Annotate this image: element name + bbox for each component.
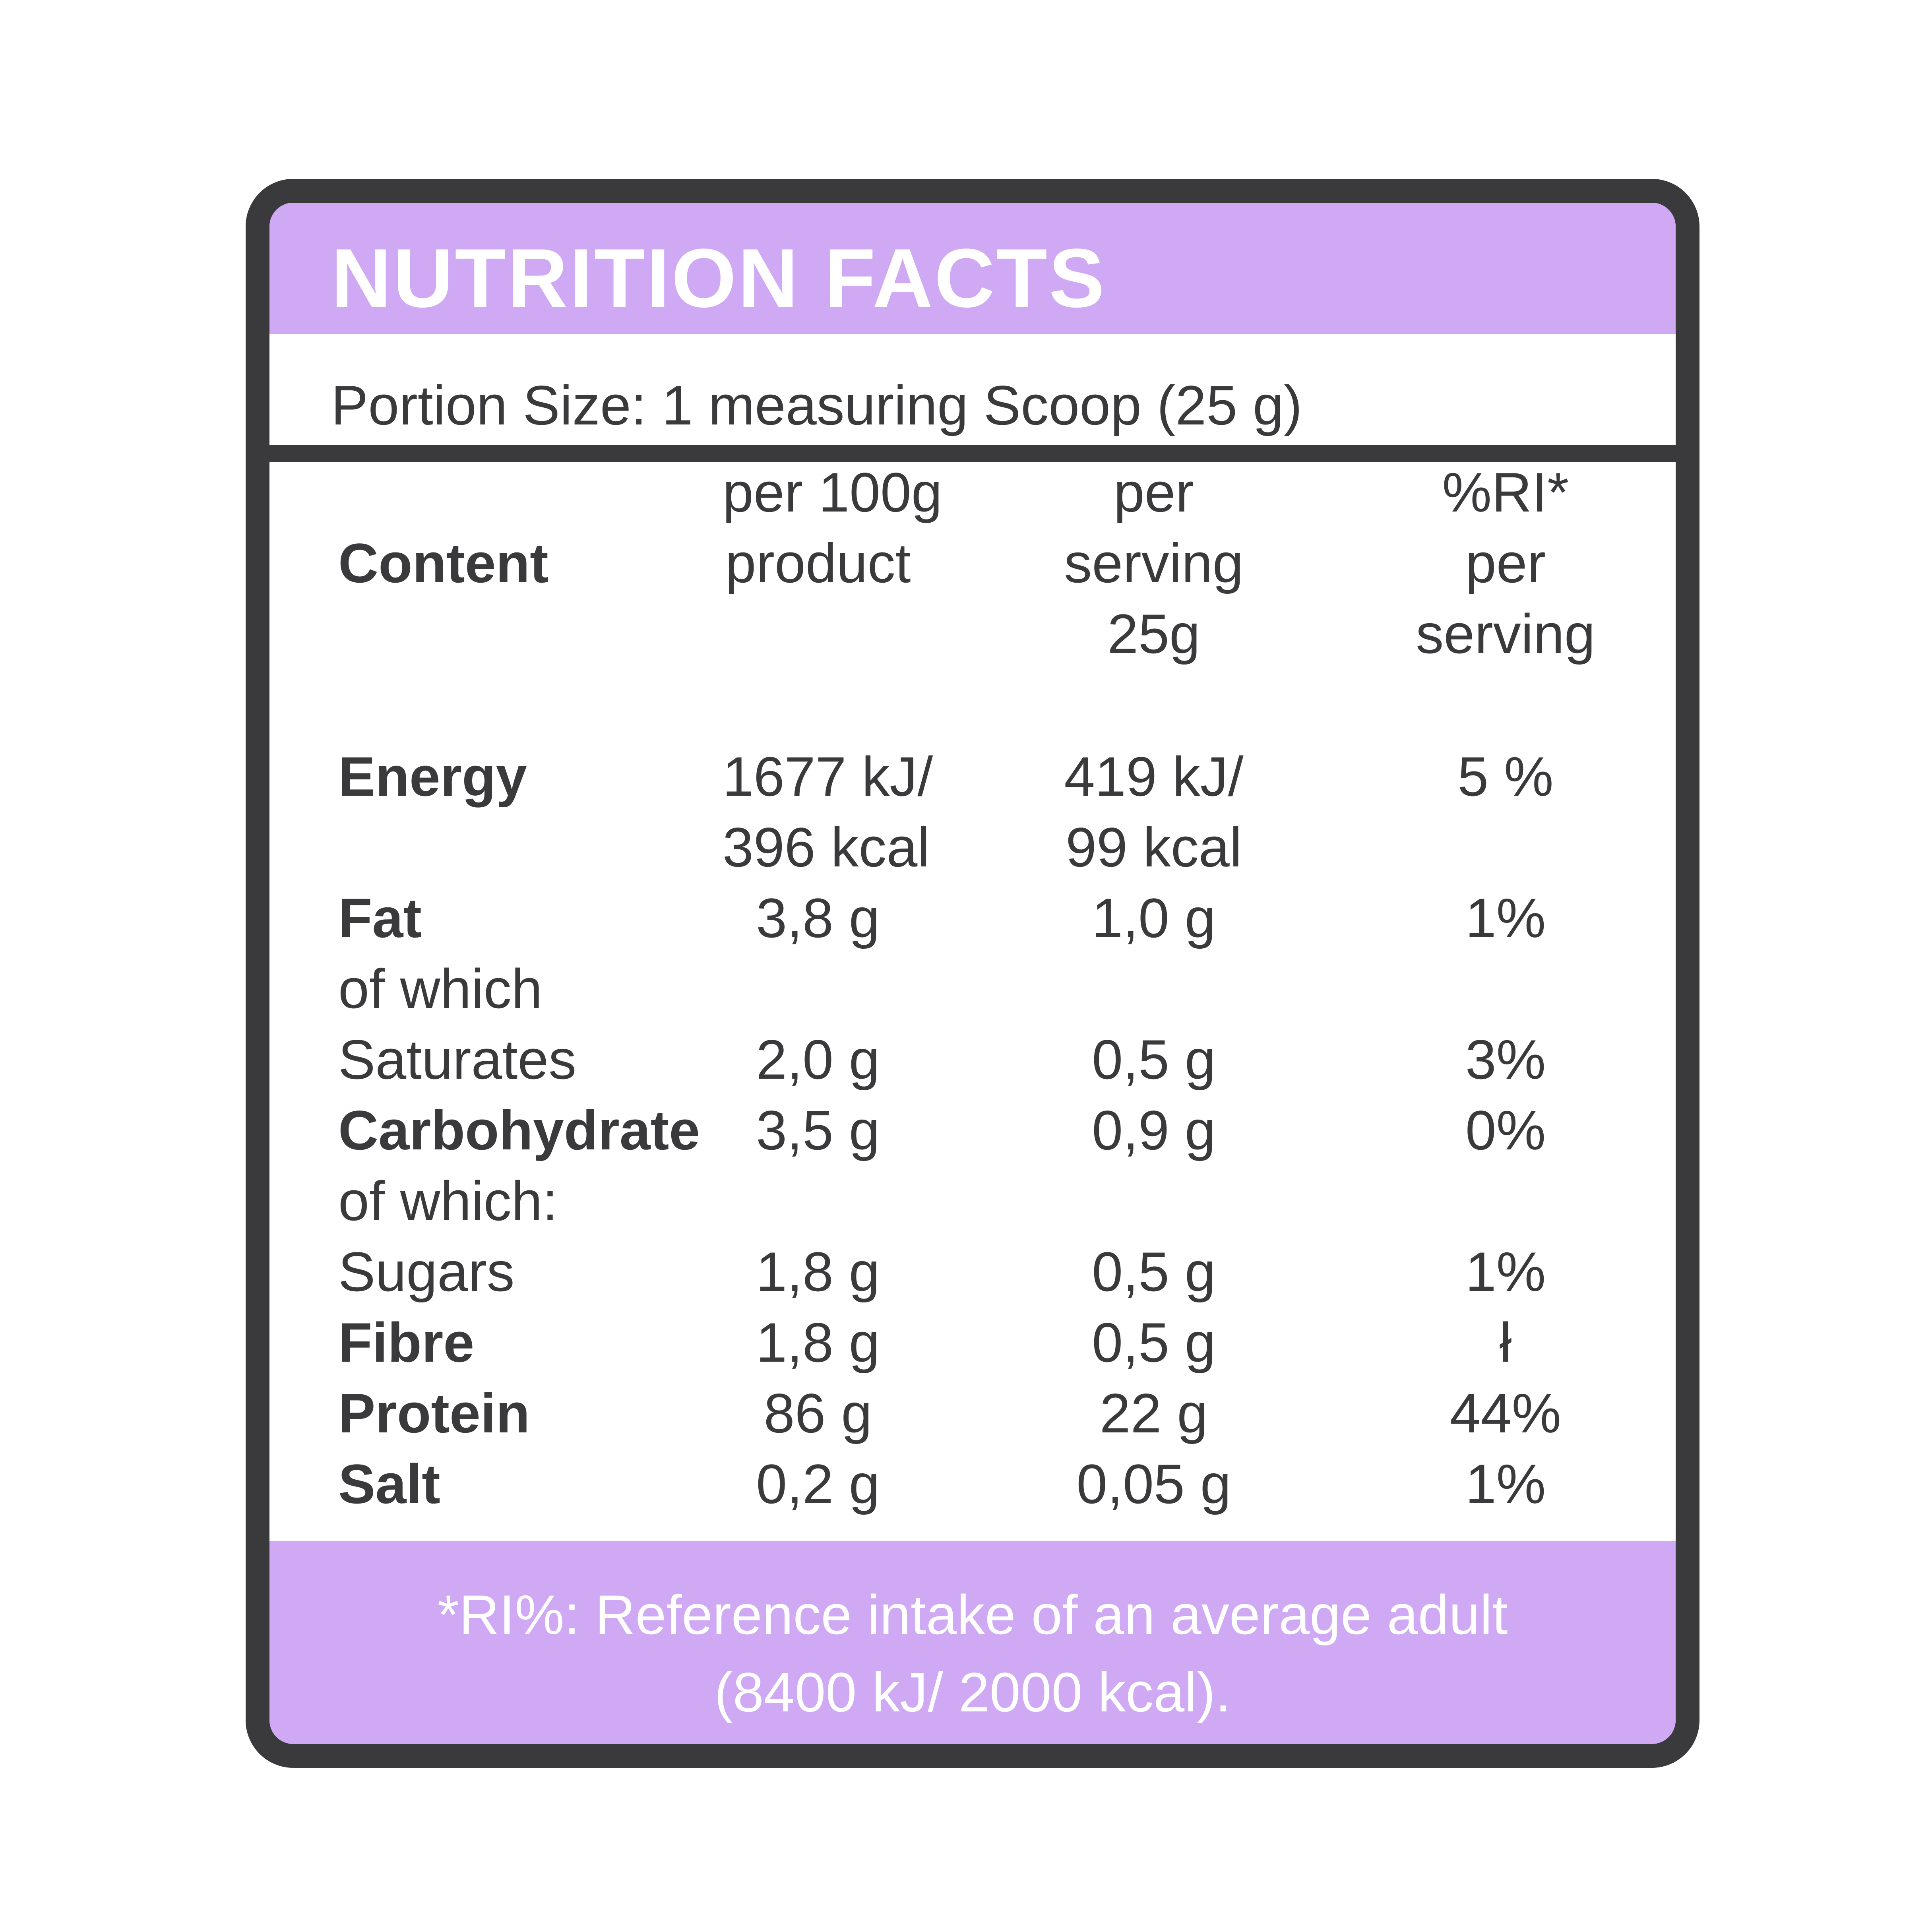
- carbohydrate-serving: 0,9 g: [1092, 1099, 1216, 1161]
- energy-per100-kj: 1677 kJ/: [723, 745, 933, 808]
- protein-ri: 44%: [1449, 1382, 1562, 1444]
- carbohydrate-ri: 0%: [1465, 1099, 1546, 1161]
- row-label-carbohydrate: Carbohydrate: [338, 1099, 700, 1161]
- energy-ri: 5 %: [1457, 745, 1554, 808]
- energy-per100-kcal: 396 kcal: [723, 816, 930, 878]
- carbohydrate-per100: 3,5 g: [756, 1099, 880, 1161]
- fat-serving: 1,0 g: [1092, 887, 1216, 949]
- saturates-serving: 0,5 g: [1092, 1028, 1216, 1091]
- footer-note-line1: *RI%: Reference intake of an average adu…: [437, 1583, 1508, 1646]
- portion-size: Portion Size: 1 measuring Scoop (25 g): [331, 374, 1302, 436]
- nutrition-label: NUTRITION FACTS Portion Size: 1 measurin…: [246, 179, 1699, 1768]
- column-header-ri-line3: serving: [1416, 603, 1595, 665]
- footer-note-line2: (8400 kJ/ 2000 kcal).: [714, 1661, 1231, 1723]
- label-title: NUTRITION FACTS: [331, 231, 1106, 325]
- fibre-ri: ł: [1499, 1311, 1512, 1374]
- saturates-per100: 2,0 g: [756, 1028, 880, 1091]
- row-label-fat: Fat: [338, 887, 422, 949]
- column-header-serving-line3: 25g: [1107, 603, 1200, 665]
- column-header-serving-line1: per: [1113, 461, 1194, 523]
- sugars-serving: 0,5 g: [1092, 1240, 1216, 1303]
- fibre-per100: 1,8 g: [756, 1311, 880, 1374]
- row-label-sugars: Sugars: [338, 1240, 515, 1303]
- energy-serving-kcal: 99 kcal: [1066, 816, 1242, 878]
- protein-per100: 86 g: [763, 1382, 872, 1444]
- salt-serving: 0,05 g: [1076, 1453, 1231, 1515]
- row-label-fibre: Fibre: [338, 1311, 475, 1374]
- column-header-serving-line2: serving: [1064, 532, 1244, 594]
- fibre-serving: 0,5 g: [1092, 1311, 1216, 1374]
- column-header-per100-line1: per 100g: [723, 461, 942, 523]
- salt-per100: 0,2 g: [756, 1453, 880, 1515]
- label-header: NUTRITION FACTS: [269, 203, 1676, 334]
- fat-ri: 1%: [1465, 887, 1546, 949]
- label-footer: *RI%: Reference intake of an average adu…: [269, 1541, 1676, 1744]
- header-divider: [269, 445, 1676, 462]
- saturates-ri: 3%: [1465, 1028, 1546, 1091]
- salt-ri: 1%: [1465, 1453, 1546, 1515]
- sugars-ri: 1%: [1465, 1240, 1546, 1303]
- energy-serving-kj: 419 kJ/: [1064, 745, 1244, 808]
- protein-serving: 22 g: [1099, 1382, 1208, 1444]
- sugars-per100: 1,8 g: [756, 1240, 880, 1303]
- fat-per100: 3,8 g: [756, 887, 880, 949]
- column-header-content: Content: [338, 532, 548, 594]
- row-label-energy: Energy: [338, 745, 527, 808]
- column-header-per100-line2: product: [725, 532, 911, 594]
- row-label-fat-of-which: of which: [338, 957, 543, 1020]
- row-label-saturates: Saturates: [338, 1028, 577, 1091]
- row-label-salt: Salt: [338, 1453, 440, 1515]
- row-label-carb-of-which: of which:: [338, 1170, 558, 1232]
- column-header-ri-line1: %RI*: [1442, 461, 1569, 523]
- column-header-ri-line2: per: [1465, 532, 1546, 594]
- row-label-protein: Protein: [338, 1382, 530, 1444]
